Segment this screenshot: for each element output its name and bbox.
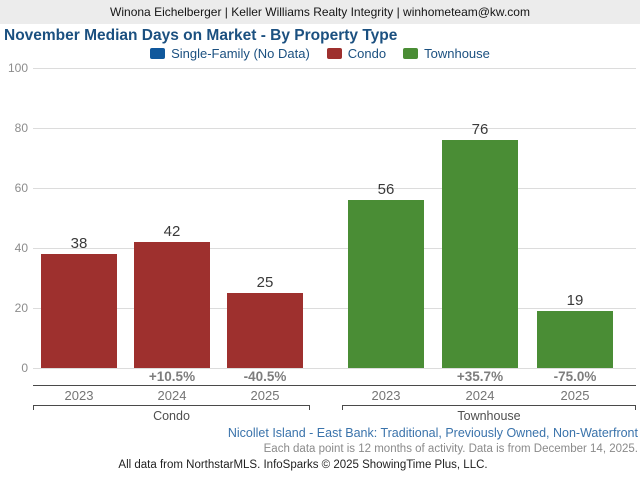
year-label-condo-2023: 2023 xyxy=(64,388,94,403)
legend-item-condo[interactable]: Condo xyxy=(326,45,387,61)
header-bar: Winona Eichelberger | Keller Williams Re… xyxy=(0,0,640,24)
gridline-20 xyxy=(33,308,636,309)
pct-change-townhouse-2024: +35.7% xyxy=(456,369,504,384)
bar-townhouse-2023[interactable] xyxy=(348,200,424,368)
bar-condo-2024[interactable] xyxy=(134,242,210,368)
chart-title: November Median Days on Market - By Prop… xyxy=(4,27,398,44)
group-label-condo: Condo xyxy=(153,409,190,423)
legend-swatch-townhouse xyxy=(403,47,419,59)
legend-label-single-family: Single-Family (No Data) xyxy=(171,45,310,61)
legend-swatch-condo xyxy=(326,47,342,59)
legend-item-townhouse[interactable]: Townhouse xyxy=(403,46,490,61)
bar-value-townhouse-2025: 19 xyxy=(566,292,584,309)
bar-value-condo-2025: 25 xyxy=(256,274,274,291)
bar-value-townhouse-2023: 56 xyxy=(377,181,395,198)
year-label-condo-2024: 2024 xyxy=(157,388,187,403)
legend-label-condo: Condo xyxy=(347,45,387,61)
bar-value-condo-2023: 38 xyxy=(70,235,88,252)
y-tick-label-40: 40 xyxy=(14,241,28,255)
footer-filter-line: Nicollet Island - East Bank: Traditional… xyxy=(227,426,638,440)
chart-legend: Single-Family (No Data) Condo Townhouse xyxy=(0,45,640,61)
year-label-townhouse-2023: 2023 xyxy=(371,388,401,403)
bar-townhouse-2025[interactable] xyxy=(537,311,613,368)
bar-condo-2023[interactable] xyxy=(41,254,117,368)
gridline-40 xyxy=(33,248,636,249)
group-label-townhouse: Townhouse xyxy=(457,409,521,423)
bar-value-condo-2024: 42 xyxy=(163,223,181,240)
group-bracket-townhouse xyxy=(342,405,636,410)
footer-attribution: All data from NorthstarMLS. InfoSparks ©… xyxy=(118,459,488,471)
y-tick-label-0: 0 xyxy=(21,361,28,375)
group-bracket-condo xyxy=(33,405,310,410)
gridline-0 xyxy=(33,368,636,369)
bar-condo-2025[interactable] xyxy=(227,293,303,368)
y-tick-label-80: 80 xyxy=(14,121,28,135)
agent-contact-line: Winona Eichelberger | Keller Williams Re… xyxy=(110,5,530,19)
x-axis-line xyxy=(33,385,636,386)
y-tick-label-20: 20 xyxy=(14,301,28,315)
year-label-condo-2025: 2025 xyxy=(250,388,280,403)
y-tick-label-100: 100 xyxy=(7,61,28,75)
bar-value-townhouse-2024: 76 xyxy=(471,121,489,138)
footer-data-note: Each data point is 12 months of activity… xyxy=(263,443,638,455)
legend-item-single-family[interactable]: Single-Family (No Data) xyxy=(150,46,310,61)
gridline-100 xyxy=(33,68,636,69)
gridline-80 xyxy=(33,128,636,129)
pct-change-condo-2025: -40.5% xyxy=(243,369,287,384)
legend-label-townhouse: Townhouse xyxy=(424,45,490,61)
year-label-townhouse-2025: 2025 xyxy=(560,388,590,403)
year-label-townhouse-2024: 2024 xyxy=(465,388,495,403)
legend-swatch-single-family xyxy=(150,47,166,59)
gridline-60 xyxy=(33,188,636,189)
bar-townhouse-2024[interactable] xyxy=(442,140,518,368)
pct-change-condo-2024: +10.5% xyxy=(148,369,196,384)
pct-change-townhouse-2025: -75.0% xyxy=(553,369,597,384)
y-tick-label-60: 60 xyxy=(14,181,28,195)
